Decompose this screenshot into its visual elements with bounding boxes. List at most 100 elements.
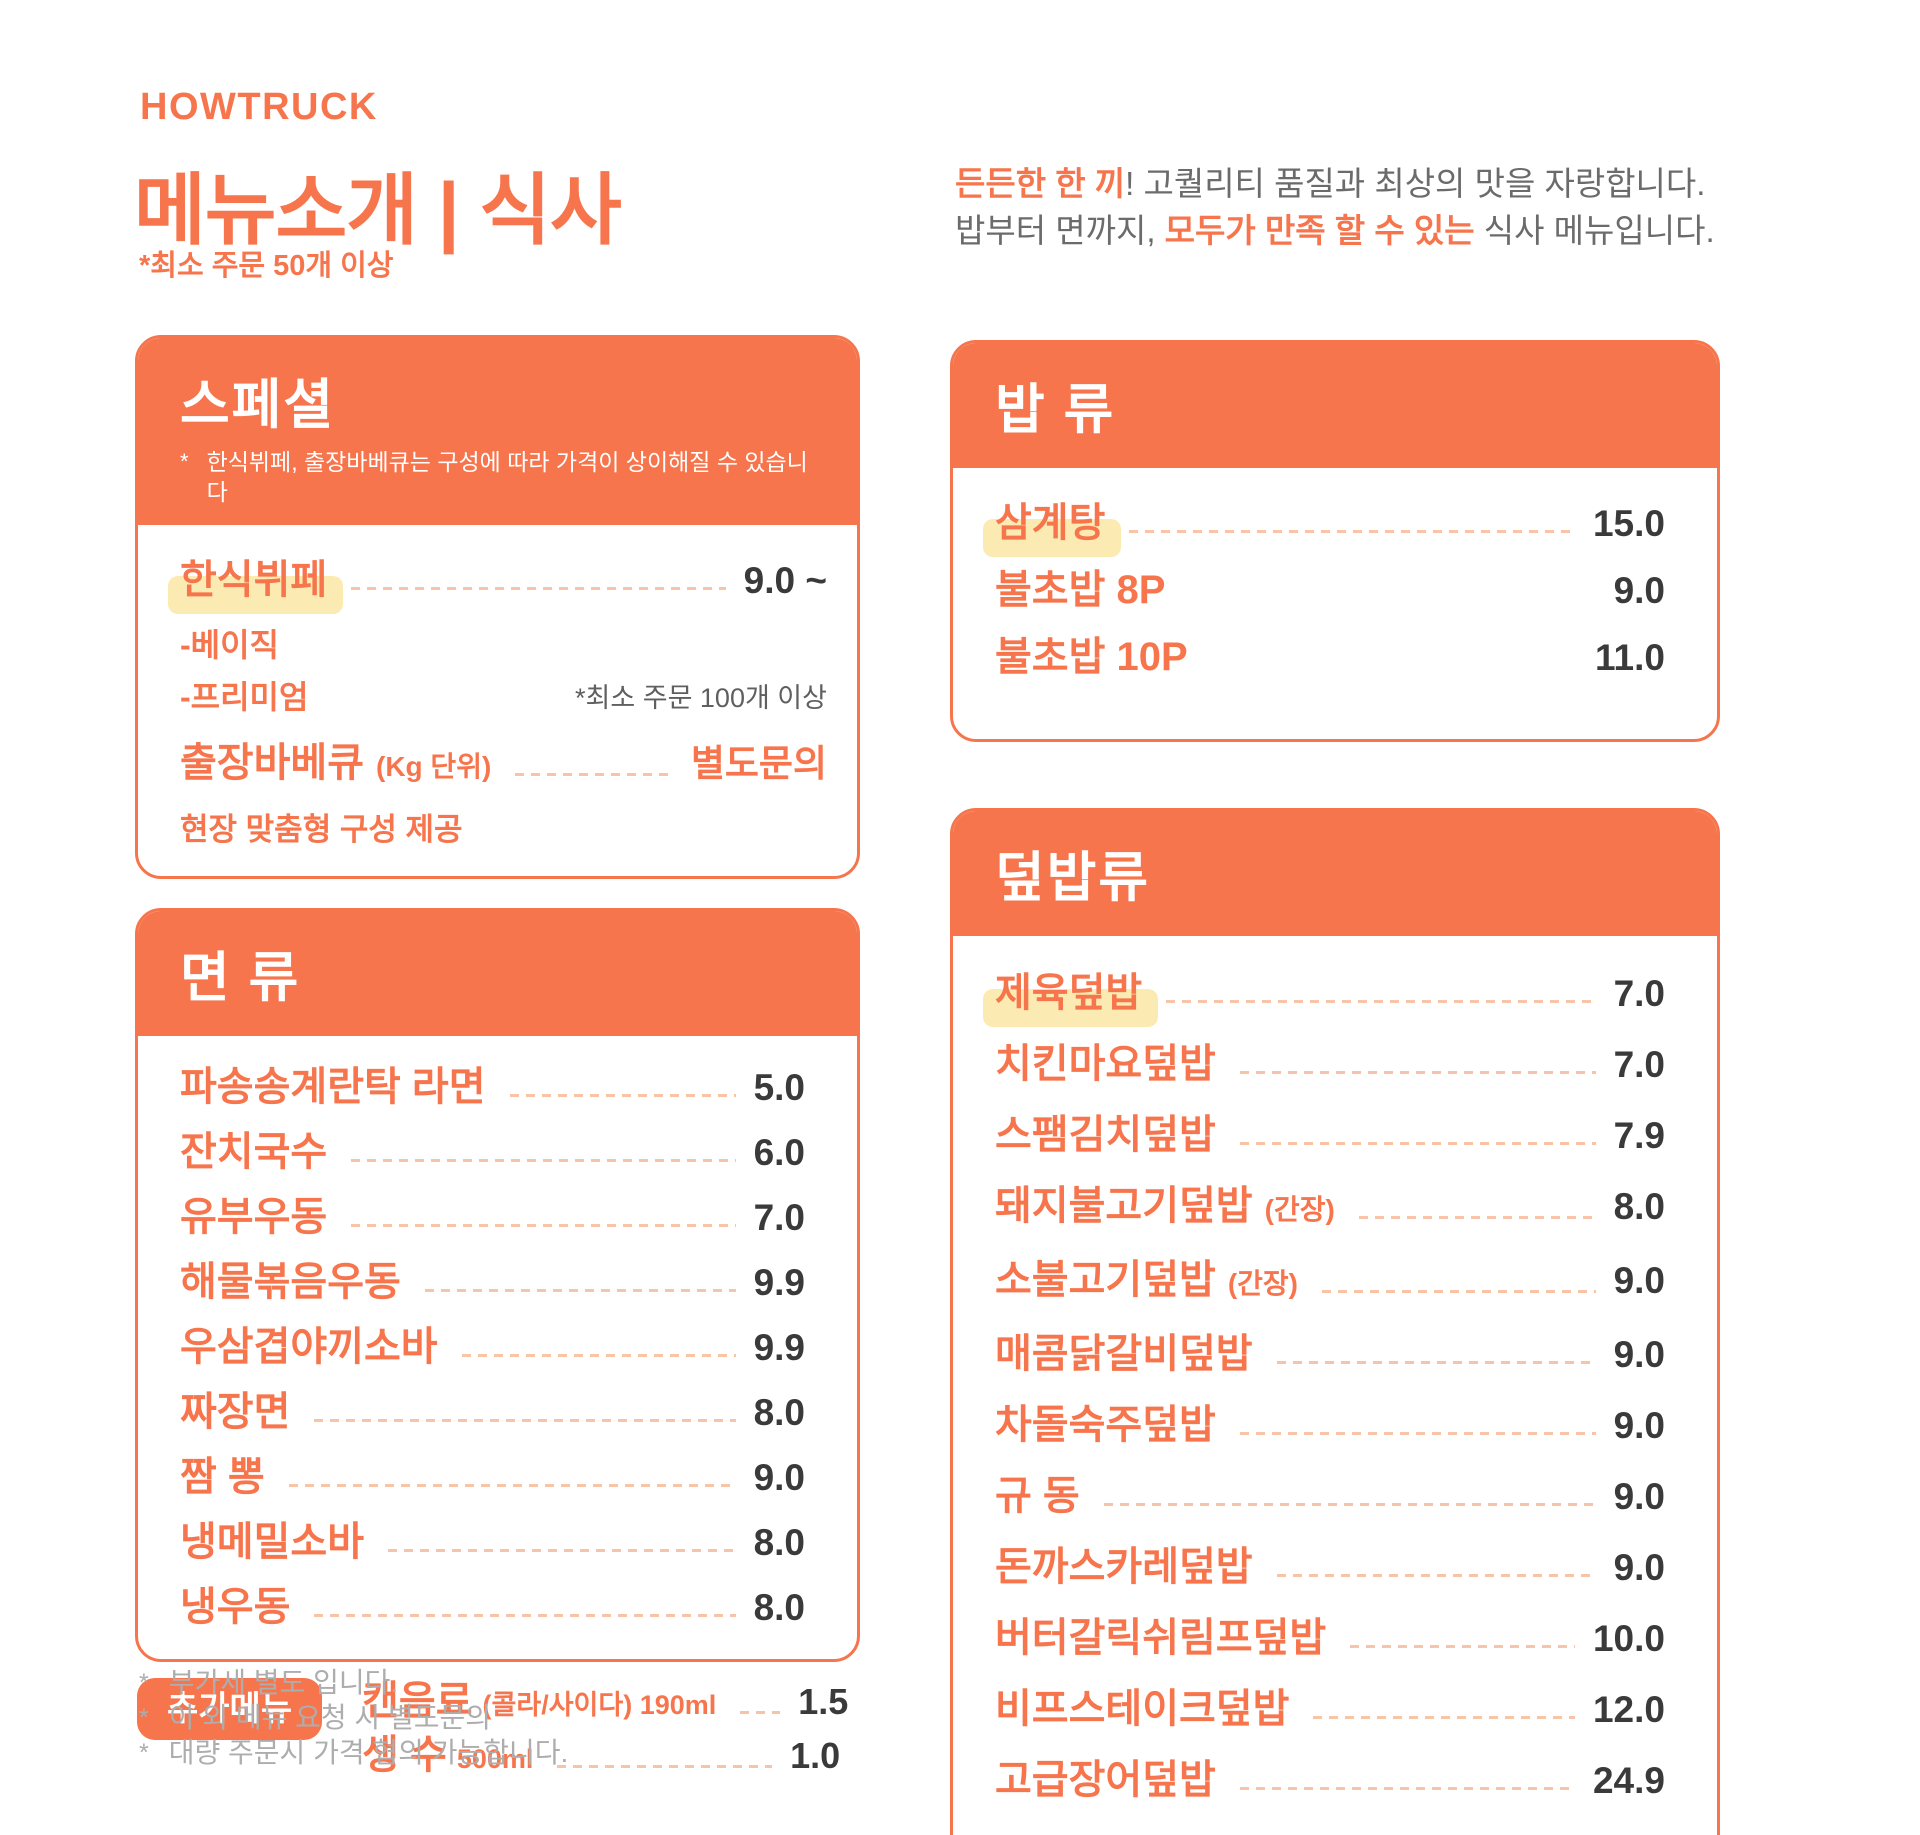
dotted-leader (1350, 1645, 1575, 1648)
menu-item-price: 5.0 (753, 1067, 805, 1108)
menu-item-row: 해물볶음우동 9.9 (180, 1261, 805, 1304)
menu-item-price: 8.0 (753, 1522, 805, 1563)
intro-text: 든든한 한 끼! 고퀄리티 품질과 최상의 맛을 자랑합니다. 밥부터 면까지,… (955, 160, 1715, 254)
menu-item-row: 버터갈릭쉬림프덮밥 10.0 (995, 1617, 1665, 1660)
menu-item-name: 삼계탕 (995, 501, 1106, 545)
menu-item-price: 7.0 (753, 1197, 805, 1238)
footnotes: * 부가세 별도 입니다. * 이 외 메뉴 요청 시 별도문의 * 대량 주문… (139, 1666, 568, 1770)
special-card-note: * 한식뷔페, 출장바베큐는 구성에 따라 가격이 상이해질 수 있습니다 (180, 447, 815, 507)
dotted-leader (1239, 1432, 1596, 1435)
menu-item-row: 차돌숙주덮밥 9.0 (995, 1404, 1665, 1447)
menu-item-row: 잔치국수 6.0 (180, 1131, 805, 1174)
menu-item-price: 9.0 (1613, 570, 1665, 611)
menu-item-row: 비프스테이크덮밥 12.0 (995, 1688, 1665, 1731)
rice-card: 밥 류 삼계탕 15.0 불초밥 8P 9.0 (950, 340, 1720, 742)
menu-item-price: 9.0 (1613, 1476, 1665, 1517)
extras-section: 추가메뉴 캔음료 (콜라/사이다) 190ml 1.5 생 수 500ml 1.0 (135, 1678, 860, 1786)
menu-item-price: 10.0 (1592, 1618, 1665, 1659)
menu-item-name: 치킨마요덮밥 (995, 1042, 1216, 1086)
special-card-body: 한식뷔페 9.0 ~ -베이직 -프리미엄 *최소 주문 100개 이상 출장바… (138, 525, 857, 876)
menu-item-name: 규 동 (995, 1474, 1080, 1518)
menu-item-price: 24.9 (1592, 1760, 1665, 1801)
menu-item-row: 파송송계란탁 라면 5.0 (180, 1066, 805, 1109)
menu-item-name: 불초밥 8P (995, 568, 1166, 612)
intro-line-1: 든든한 한 끼! 고퀄리티 품질과 최상의 맛을 자랑합니다. (955, 160, 1715, 207)
menu-item-price: 8.0 (753, 1587, 805, 1628)
menu-item-suffix: 500ml (456, 1744, 534, 1774)
footnote-line: * 이 외 메뉴 요청 시 별도문의 (139, 1701, 568, 1735)
page-title: 메뉴소개 | 식사 (134, 166, 622, 254)
menu-item-name: 버터갈릭쉬림프덮밥 (995, 1616, 1327, 1660)
menu-item-row: 캔음료 (콜라/사이다) 190ml 1.5 (362, 1678, 848, 1728)
menu-item-name: 잔치국수 (180, 1130, 328, 1174)
menu-item-row: 돼지불고기덮밥 (간장) 8.0 (995, 1185, 1665, 1231)
menu-item-row: 소불고기덮밥 (간장) 9.0 (995, 1259, 1665, 1305)
menu-item-row: 제육덮밥 7.0 (995, 972, 1665, 1015)
dotted-leader (1166, 1000, 1596, 1003)
menu-item-suffix: (콜라/사이다) 190ml (482, 1690, 717, 1720)
menu-item-suffix: (간장) (1227, 1268, 1298, 1299)
footnote-line: * 부가세 별도 입니다. (139, 1666, 568, 1700)
menu-item-name: 생 수 500ml (362, 1733, 534, 1777)
menu-item-price: 9.0 (1613, 1547, 1665, 1588)
intro-line-1-accent: 든든한 한 끼 (955, 165, 1126, 202)
menu-item-name: 유부우동 (180, 1195, 328, 1239)
dotted-leader (314, 1614, 736, 1617)
bowls-card-body: 제육덮밥 7.0 치킨마요덮밥 7.0 스팸김치덮밥 7.9 (953, 936, 1717, 1835)
menu-item-row: 삼계탕 15.0 (995, 502, 1665, 545)
menu-item-name: 냉우동 (180, 1585, 291, 1629)
menu-item-price: 9.9 (753, 1327, 805, 1368)
menu-item-name: 우삼겹야끼소바 (180, 1325, 438, 1369)
special-card: 스페셜 * 한식뷔페, 출장바베큐는 구성에 따라 가격이 상이해질 수 있습니… (135, 335, 860, 879)
menu-item-row: 규 동 9.0 (995, 1475, 1665, 1518)
intro-line-2-accent: 모두가 만족 할 수 있는 (1164, 212, 1475, 249)
menu-item-name: 소불고기덮밥 (간장) (995, 1258, 1298, 1302)
dotted-leader (1313, 1716, 1575, 1719)
dotted-leader (351, 587, 726, 590)
dotted-leader (1321, 1290, 1596, 1293)
special-card-header: 스페셜 * 한식뷔페, 출장바베큐는 구성에 따라 가격이 상이해질 수 있습니… (138, 338, 857, 525)
menu-item-name: 불초밥 10P (995, 635, 1188, 679)
menu-item-row: 불초밥 10P 11.0 (995, 636, 1665, 679)
left-column: 스페셜 * 한식뷔페, 출장바베큐는 구성에 따라 가격이 상이해질 수 있습니… (135, 335, 860, 1786)
menu-item-name: 캔음료 (콜라/사이다) 190ml (362, 1679, 717, 1723)
dotted-leader (515, 773, 673, 776)
dotted-leader (1239, 1787, 1575, 1790)
extras-list: 캔음료 (콜라/사이다) 190ml 1.5 생 수 500ml 1.0 (362, 1678, 848, 1786)
menu-item-row: 매콤닭갈비덮밥 9.0 (995, 1333, 1665, 1376)
menu-item-price: 9.0 ~ (743, 560, 827, 601)
dotted-leader (351, 1224, 736, 1227)
menu-item-price: 6.0 (753, 1132, 805, 1173)
menu-item-price: 1.0 (790, 1735, 841, 1776)
dotted-leader (1276, 1574, 1596, 1577)
asterisk-mark: * (180, 449, 189, 474)
menu-item-row: 스팸김치덮밥 7.9 (995, 1114, 1665, 1157)
brand-logo: HOWTRUCK (140, 86, 378, 128)
special-item-description: 현장 맞춤형 구성 제공 (180, 812, 463, 847)
menu-item-name: 한식뷔페 (180, 558, 328, 602)
right-column: 밥 류 삼계탕 15.0 불초밥 8P 9.0 (950, 340, 1720, 1835)
menu-item-row: 고급장어덮밥 24.9 (995, 1759, 1665, 1802)
menu-item-row: 불초밥 8P 9.0 (995, 569, 1665, 612)
dotted-leader (424, 1289, 736, 1292)
menu-item-price: 7.0 (1613, 1044, 1665, 1085)
noodles-card-title: 면 류 (180, 948, 301, 1008)
intro-line-2-rest: 식사 메뉴입니다. (1474, 212, 1715, 249)
menu-item-row: 우삼겹야끼소바 9.9 (180, 1326, 805, 1369)
menu-item-price: 7.9 (1613, 1115, 1665, 1156)
menu-item-price: 1.5 (798, 1681, 849, 1722)
intro-line-2-prefix: 밥부터 면까지, (955, 212, 1165, 249)
rice-card-header: 밥 류 (953, 343, 1717, 468)
dotted-leader (461, 1354, 736, 1357)
menu-item-suffix: (Kg 단위) (376, 751, 492, 782)
dotted-leader (288, 1484, 736, 1487)
menu-item-price: 9.0 (1613, 1260, 1665, 1301)
menu-item-row: 한식뷔페 9.0 ~ (180, 559, 827, 602)
footnote-text: 부가세 별도 입니다. (168, 1667, 399, 1698)
bowls-card: 덮밥류 제육덮밥 7.0 치킨마요덮밥 7.0 (950, 808, 1720, 1835)
menu-item-row: 냉우동 8.0 (180, 1586, 805, 1629)
footnote-line: * 대량 주문시 가격 협의 가능합니다. (139, 1736, 568, 1770)
dotted-leader (1239, 1142, 1596, 1145)
footnote-text: 이 외 메뉴 요청 시 별도문의 (168, 1702, 491, 1733)
